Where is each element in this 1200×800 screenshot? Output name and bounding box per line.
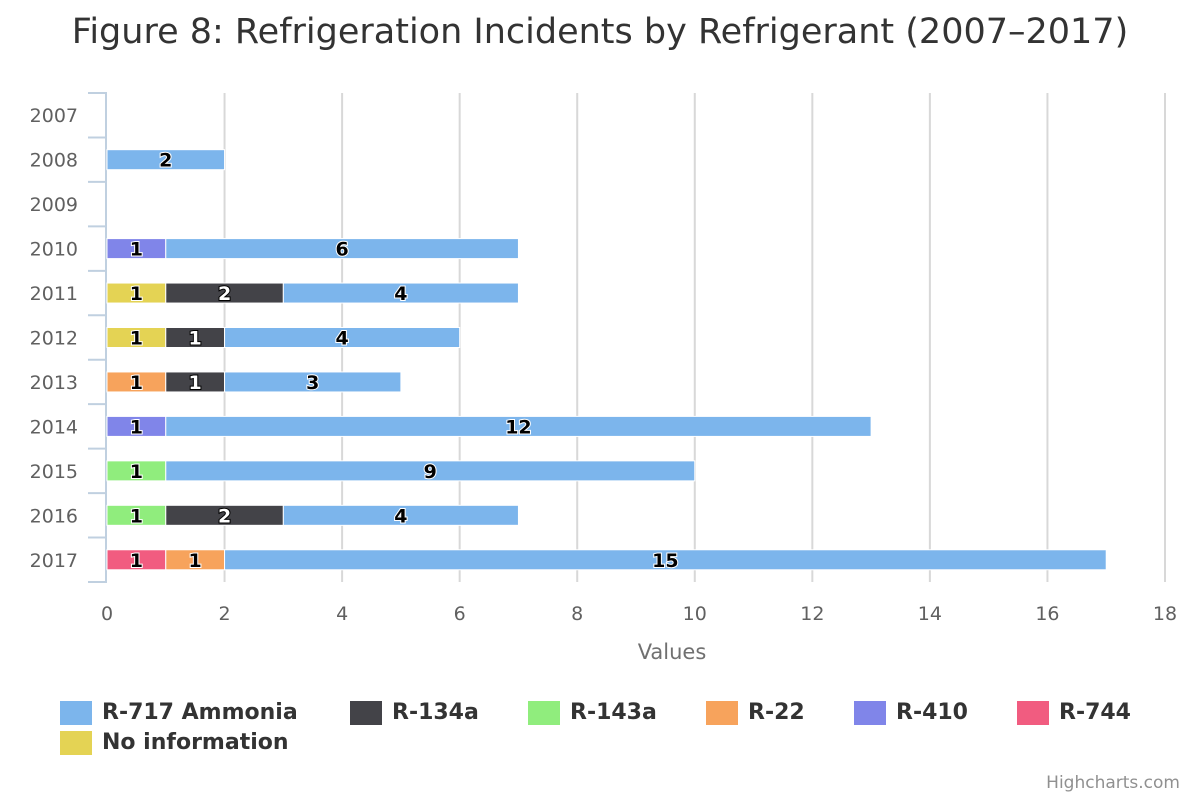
legend-swatch [60,730,92,755]
bar-segment [224,549,1107,571]
x-tick-label: 16 [1035,603,1059,625]
legend-item[interactable]: R-744 [1017,700,1131,725]
data-label: 4 [394,505,407,527]
legend-swatch [60,700,92,725]
legend-item[interactable]: R-717 Ammonia [60,700,298,725]
legend-item[interactable]: R-22 [706,700,805,725]
x-tick-label: 4 [336,603,348,625]
data-label: 1 [189,328,202,350]
y-tick-label: 2017 [30,550,78,572]
bar-segment [282,504,519,526]
data-label: 1 [130,550,143,572]
y-tick-label: 2011 [30,283,78,305]
bar-segment [106,149,226,171]
data-label: 12 [505,416,531,438]
data-label: 1 [130,416,143,438]
data-label: 4 [335,328,348,350]
x-tick-label: 10 [683,603,707,625]
legend-label: R-134a [392,700,479,725]
y-tick-label: 2010 [30,239,78,261]
bar-segment [282,282,519,304]
legend-item[interactable]: No information [60,730,289,755]
data-label: 1 [130,505,143,527]
legend-item[interactable]: R-134a [350,700,479,725]
x-tick-label: 2 [219,603,231,625]
y-tick-label: 2008 [30,150,78,172]
chart-title: Figure 8: Refrigeration Incidents by Ref… [71,12,1129,52]
legend-label: R-410 [896,700,968,725]
x-tick-label: 12 [800,603,824,625]
bar-segment [165,460,696,482]
bar-segment [165,415,872,437]
y-tick-label: 2014 [30,416,78,438]
y-tick-label: 2016 [30,505,78,527]
data-label: 1 [130,283,143,305]
data-label: 15 [652,550,678,572]
legend-label: R-22 [748,700,805,725]
data-label: 2 [218,505,231,527]
legend-swatch [706,700,738,725]
legend-item[interactable]: R-143a [528,700,657,725]
legend-item[interactable]: R-410 [854,700,968,725]
legend-swatch [528,700,560,725]
legend-label: No information [102,730,289,755]
bar-segment [224,327,461,348]
x-tick-label: 18 [1153,603,1177,625]
y-tick-label: 2015 [30,461,78,483]
data-label: 4 [394,283,407,305]
y-tick-label: 2013 [30,372,78,394]
bar-segment [165,238,519,260]
legend-swatch [350,700,382,725]
legend-label: R-717 Ammonia [102,700,298,725]
data-label: 1 [130,372,143,394]
y-tick-label: 2012 [30,328,78,350]
legend-label: R-143a [570,700,657,725]
x-tick-label: 14 [918,603,942,625]
data-label: 2 [218,283,231,305]
x-tick-label: 6 [454,603,466,625]
data-label: 1 [130,239,143,261]
x-tick-label: 0 [101,603,113,625]
data-label: 1 [130,461,143,483]
data-label: 1 [189,550,202,572]
data-label: 6 [335,239,348,261]
y-tick-label: 2007 [30,105,78,127]
x-tick-label: 8 [571,603,583,625]
legend-label: R-744 [1059,700,1131,725]
x-axis-title: Values [638,640,707,664]
data-label: 1 [189,372,202,394]
data-label: 3 [306,372,319,394]
legend-swatch [854,700,886,725]
data-label: 1 [130,328,143,350]
data-label: 9 [424,461,437,483]
legend-swatch [1017,700,1049,725]
data-label: 2 [159,150,172,172]
bar-segment [224,371,402,393]
credits-link[interactable]: Highcharts.com [1046,773,1180,793]
y-tick-label: 2009 [30,194,78,216]
